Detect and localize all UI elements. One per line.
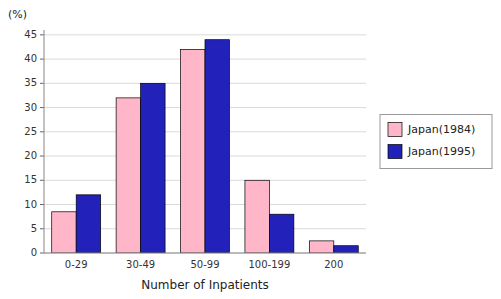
bar <box>269 214 293 253</box>
grid-line <box>44 34 366 35</box>
x-tick-label: 200 <box>324 259 343 270</box>
chart-svg: 0 5 10 15 20 25 30 35 40 45 0-29 30-49 50-99 100-199 2… <box>0 0 501 299</box>
bar <box>245 180 269 253</box>
bar <box>116 98 140 253</box>
y-tick-label: 45 <box>24 29 37 40</box>
y-tick-label: 10 <box>24 199 37 210</box>
page: {"chart_data": {"type": "bar", "xlabel":… <box>0 0 501 299</box>
x-tick-label: 50-99 <box>190 259 219 270</box>
y-axis-label: (%) <box>8 8 27 21</box>
y-tick-label: 30 <box>24 102 37 113</box>
bar <box>309 241 333 253</box>
y-tick <box>40 83 44 84</box>
y-tick-label: 15 <box>24 174 37 185</box>
x-axis-label: Number of Inpatients <box>141 278 269 292</box>
y-tick-label: 20 <box>24 150 37 161</box>
y-tick <box>40 156 44 157</box>
y-tick-labels: 0 5 10 15 20 25 30 35 40 45 <box>24 29 44 258</box>
legend: Japan(1984) Japan(1995) <box>380 115 492 169</box>
y-grid <box>44 35 366 253</box>
legend-label: Japan(1984) <box>407 123 475 136</box>
bar <box>52 212 76 253</box>
bar-series <box>52 49 334 253</box>
axes <box>44 30 366 253</box>
x-tick-labels: 0-29 30-49 50-99 100-199 200 <box>65 259 343 270</box>
y-tick-label: 0 <box>31 247 37 258</box>
bar <box>181 49 205 253</box>
legend-swatch <box>388 123 402 137</box>
y-tick <box>40 253 44 254</box>
y-tick-label: 35 <box>24 77 37 88</box>
grid-line <box>44 253 366 254</box>
bar <box>141 83 165 253</box>
chart-container: 0 5 10 15 20 25 30 35 40 45 0-29 30-49 50-99 100-199 2… <box>0 0 501 299</box>
y-tick <box>40 107 44 108</box>
legend-box <box>380 115 492 169</box>
x-tick-label: 30-49 <box>126 259 155 270</box>
bar-series <box>76 40 358 253</box>
y-tick-label: 40 <box>24 53 37 64</box>
legend-swatch <box>388 145 402 159</box>
bar <box>76 195 100 253</box>
x-tick-label: 0-29 <box>65 259 88 270</box>
x-axis-line <box>44 253 366 254</box>
y-tick <box>40 34 44 35</box>
y-tick <box>40 59 44 60</box>
y-tick-label: 25 <box>24 126 37 137</box>
y-tick <box>40 180 44 181</box>
bar <box>334 246 358 253</box>
y-tick <box>40 131 44 132</box>
y-tick-label: 5 <box>31 223 37 234</box>
bars <box>52 40 359 253</box>
y-tick <box>40 204 44 205</box>
x-tick-label: 100-199 <box>249 259 291 270</box>
legend-label: Japan(1995) <box>407 145 475 158</box>
y-axis-line <box>44 30 45 253</box>
bar <box>205 40 229 253</box>
y-tick <box>40 228 44 229</box>
